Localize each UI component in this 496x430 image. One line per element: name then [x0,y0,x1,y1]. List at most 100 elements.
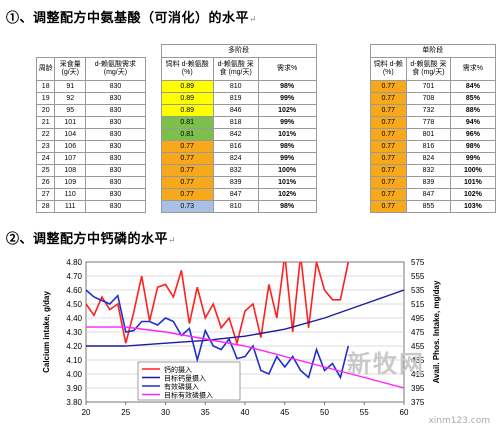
cell-req: 830 [85,104,146,117]
cell-m-int: 816 [212,140,259,153]
cell-s-int: 801 [405,128,451,141]
y-tick-label: 4.40 [66,314,82,323]
cell-m-lys: 0.89 [160,92,214,105]
y-tick-label: 4.00 [66,370,82,379]
col-multi-lys: 饲料 d-赖氨酸 (%) [160,57,214,81]
cell-m-pct: 99% [257,92,317,105]
cell-week: 28 [35,200,56,213]
cell-s-lys: 0.77 [369,176,407,189]
cell-s-lys: 0.77 [369,92,407,105]
table-row: 26 109 830 0.77 839 101% 0.77 839 101% [35,176,496,189]
y2-tick-label: 435 [411,356,425,365]
y2-tick-label: 535 [411,286,425,295]
cell-m-pct: 101% [257,176,317,189]
x-tick-label: 50 [320,408,329,417]
cell-m-lys: 0.89 [160,80,214,93]
watermark-url: xinm123.com [428,416,490,426]
cell-s-int: 778 [405,116,451,129]
cell-s-int: 708 [405,92,451,105]
cell-s-int: 816 [405,140,451,153]
cell-s-lys: 0.77 [369,128,407,141]
y-tick-label: 4.50 [66,300,82,309]
watermark-logo: 新牧网 [347,350,425,378]
cell-m-lys: 0.77 [160,140,214,153]
cell-week: 24 [35,152,56,165]
y-tick-label: 4.10 [66,356,82,365]
cell-feed: 108 [54,164,87,177]
cell-m-lys: 0.77 [160,176,214,189]
col-single-pct: 需求% [449,57,496,81]
cell-s-lys: 0.77 [369,200,407,213]
cell-m-pct: 102% [257,188,317,201]
table-row: 27 110 830 0.77 847 102% 0.77 847 102% [35,188,496,201]
cell-m-int: 824 [212,152,259,165]
y-tick-label: 4.60 [66,286,82,295]
cell-s-int: 824 [405,152,451,165]
y2-axis-label: Avail. Phos. Intake, mg/day [432,280,441,383]
table-row: 19 92 830 0.89 819 99% 0.77 708 85% [35,92,496,105]
cell-s-pct: 94% [449,116,496,129]
cell-week: 19 [35,92,56,105]
cell-m-lys: 0.81 [160,116,214,129]
cell-feed: 106 [54,140,87,153]
cell-m-int: 832 [212,164,259,177]
cell-feed: 92 [54,92,87,105]
cell-s-pct: 96% [449,128,496,141]
cell-feed: 107 [54,152,87,165]
cell-week: 20 [35,104,56,117]
cell-m-int: 819 [212,92,259,105]
cell-m-lys: 0.77 [160,152,214,165]
cell-req: 830 [85,176,146,189]
cell-m-lys: 0.73 [160,200,214,213]
cell-m-pct: 101% [257,128,317,141]
cell-feed: 101 [54,116,87,129]
x-tick-label: 45 [280,408,289,417]
cell-feed: 109 [54,176,87,189]
y2-tick-label: 495 [411,314,425,323]
cell-m-lys: 0.77 [160,164,214,177]
cell-week: 22 [35,128,56,141]
col-multi-pct: 需求% [257,57,317,81]
cell-s-pct: 99% [449,152,496,165]
cell-req: 830 [85,188,146,201]
col-multi-intake: d-赖氨酸 采食 (mg/天) [212,57,259,81]
cell-s-pct: 85% [449,92,496,105]
cell-s-int: 855 [405,200,451,213]
y2-tick-label: 575 [411,258,425,267]
cell-s-lys: 0.77 [369,164,407,177]
cell-feed: 91 [54,80,87,93]
cell-req: 830 [85,140,146,153]
group-multi-stage: 多阶段 [160,44,317,58]
series-phosphorus-intake [86,289,350,380]
cell-m-pct: 100% [257,164,317,177]
y2-tick-label: 475 [411,328,425,337]
table-row: 24 107 830 0.77 824 99% 0.77 824 99% [35,152,496,165]
legend-label: 目标钙量摄入 [164,374,206,383]
cell-m-pct: 99% [257,116,317,129]
cell-week: 23 [35,140,56,153]
cell-feed: 95 [54,104,87,117]
cell-m-lys: 0.89 [160,104,214,117]
table-row: 20 95 830 0.89 846 102% 0.77 732 88% [35,104,496,117]
cell-s-lys: 0.77 [369,152,407,165]
cell-m-int: 842 [212,128,259,141]
col-single-intake: d-赖氨酸 采食 (mg/天) [405,57,451,81]
cell-req: 830 [85,80,146,93]
series-target-calcium [86,289,404,347]
cell-m-int: 846 [212,104,259,117]
y2-tick-label: 395 [411,384,425,393]
cell-s-int: 839 [405,176,451,189]
cell-s-int: 847 [405,188,451,201]
x-tick-label: 60 [400,408,409,417]
cell-s-pct: 101% [449,176,496,189]
group-single-stage: 单阶段 [369,44,496,58]
cell-week: 26 [35,176,56,189]
col-week: 周龄 [35,57,56,81]
cell-s-pct: 100% [449,164,496,177]
cell-req: 830 [85,92,146,105]
cell-week: 18 [35,80,56,93]
legend-label: 有效磷摄入 [164,382,199,391]
cell-m-pct: 98% [257,80,317,93]
cell-feed: 104 [54,128,87,141]
cell-req: 830 [85,152,146,165]
